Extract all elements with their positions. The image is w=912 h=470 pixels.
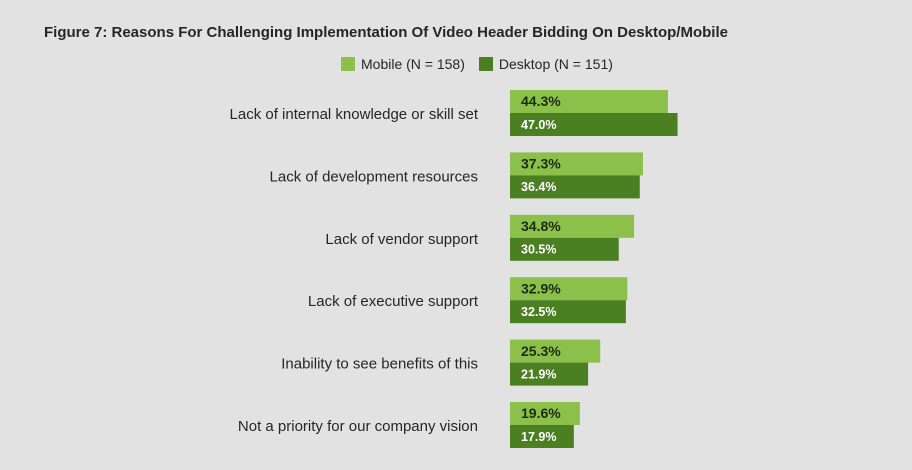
data-label-mobile: 44.3% <box>521 93 561 109</box>
bar-desktop <box>510 113 678 136</box>
category-label: Lack of vendor support <box>325 231 478 248</box>
category-label: Inability to see benefits of this <box>281 356 478 373</box>
legend-swatch-desktop <box>478 57 493 71</box>
data-label-mobile: 37.3% <box>521 156 561 172</box>
bar-desktop <box>510 300 626 324</box>
data-label-mobile: 32.9% <box>521 280 561 296</box>
bar-desktop <box>510 237 619 261</box>
bar-desktop <box>510 175 640 199</box>
data-label-mobile: 25.3% <box>521 343 561 359</box>
bar-desktop <box>510 362 589 386</box>
data-label-mobile: 19.6% <box>521 405 561 421</box>
bar-mobile <box>510 277 628 301</box>
category-label: Not a priority for our company vision <box>238 418 478 435</box>
bar-mobile <box>510 339 601 363</box>
category-label: Lack of internal knowledge or skill set <box>230 106 479 123</box>
bar-mobile <box>510 152 643 176</box>
legend-label-mobile: Mobile (N = 158) <box>361 56 465 72</box>
bar-desktop <box>510 425 574 448</box>
chart-legend: Mobile (N = 158) Desktop (N = 151) <box>341 56 627 72</box>
bar-mobile <box>510 214 635 238</box>
legend-label-desktop: Desktop (N = 151) <box>498 56 613 72</box>
data-label-desktop: 32.5% <box>521 305 556 319</box>
data-label-desktop: 21.9% <box>521 367 556 381</box>
data-label-desktop: 17.9% <box>521 430 556 444</box>
data-label-desktop: 47.0% <box>521 118 556 132</box>
legend-item-desktop: Desktop (N = 151) <box>478 56 613 72</box>
data-label-desktop: 30.5% <box>521 243 556 257</box>
legend-item-mobile: Mobile (N = 158) <box>341 56 465 72</box>
bar-mobile <box>510 402 580 425</box>
legend-swatch-mobile <box>341 57 355 71</box>
category-label: Lack of executive support <box>308 293 479 310</box>
data-label-mobile: 34.8% <box>521 218 561 234</box>
chart-title: Figure 7: Reasons For Challenging Implem… <box>44 24 728 41</box>
category-label: Lack of development resources <box>270 168 478 185</box>
bar-mobile <box>510 90 668 113</box>
data-label-desktop: 36.4% <box>521 180 556 194</box>
